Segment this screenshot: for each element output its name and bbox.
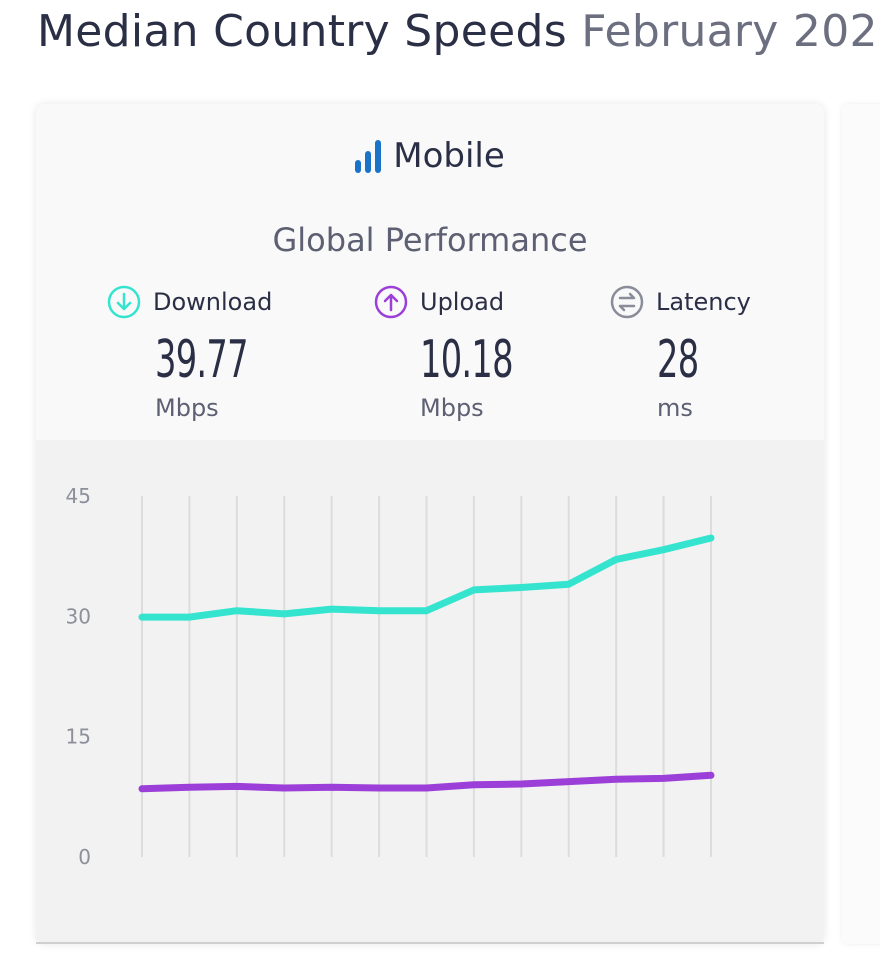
- card-header: Mobile: [36, 132, 824, 180]
- metric-download: Download 39.77 Mbps: [107, 284, 273, 422]
- signal-bars-icon: [355, 139, 382, 173]
- metric-label: Download: [153, 288, 273, 316]
- download-series-line: [138, 534, 715, 621]
- page-title-period: February 2023: [581, 6, 880, 57]
- mobile-card: Mobile Global Performance Download 39.77…: [36, 104, 824, 944]
- y-tick-label: 30: [66, 604, 91, 628]
- page-title: Median Country Speeds February 2023: [37, 6, 880, 58]
- metric-value: 28: [657, 330, 699, 390]
- latency-circle-icon: [610, 285, 644, 319]
- card-title: Mobile: [393, 136, 505, 176]
- line-chart: 0 15 30 45: [66, 484, 715, 869]
- bottom-rule: [36, 942, 824, 944]
- upload-series-line: [138, 771, 715, 793]
- metric-latency: Latency 28 ms: [610, 284, 751, 422]
- y-tick-label: 0: [78, 845, 91, 869]
- chart-area: 0 15 30 45: [36, 440, 824, 944]
- metric-value: 10.18: [420, 330, 514, 390]
- next-card-edge: [842, 104, 880, 944]
- metric-label: Latency: [656, 288, 751, 316]
- y-tick-label: 45: [66, 484, 91, 508]
- section-title: Global Performance: [272, 221, 588, 259]
- metric-unit: Mbps: [155, 394, 219, 422]
- metric-label: Upload: [420, 288, 505, 316]
- metric-upload: Upload 10.18 Mbps: [374, 284, 514, 422]
- metric-value: 39.77: [155, 330, 249, 390]
- page-title-main: Median Country Speeds: [37, 6, 567, 57]
- arrow-down-circle-icon: [107, 285, 141, 319]
- arrow-up-circle-icon: [374, 285, 408, 319]
- metric-unit: ms: [657, 394, 693, 422]
- metric-unit: Mbps: [420, 394, 484, 422]
- y-tick-label: 15: [66, 725, 91, 749]
